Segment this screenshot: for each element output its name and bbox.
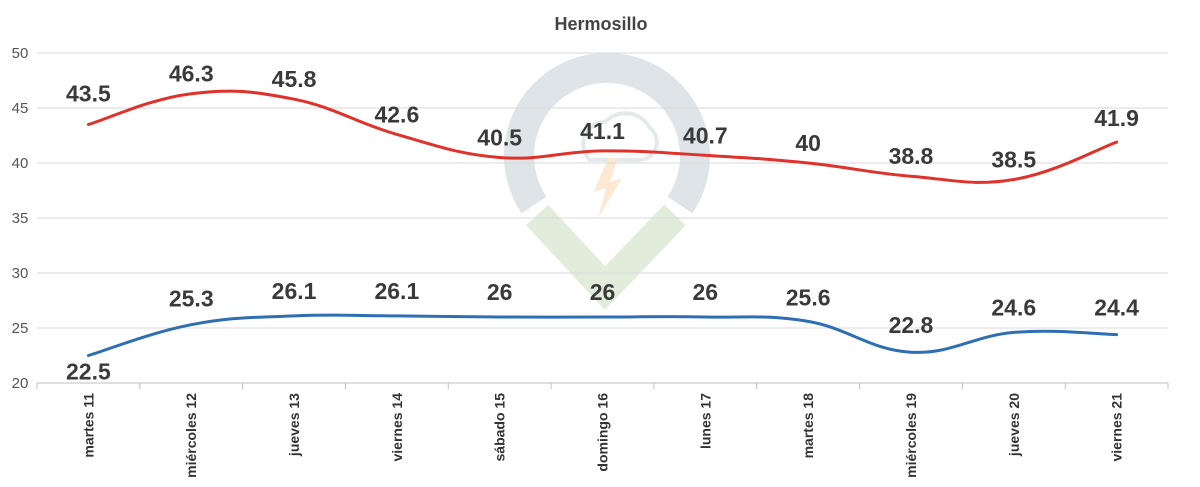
x-tick-label: sábado 15 xyxy=(492,393,508,462)
y-tick-label: 25 xyxy=(12,320,29,337)
data-label-max: 40.7 xyxy=(683,122,728,148)
data-label-min: 24.6 xyxy=(991,294,1036,320)
data-label-min: 25.3 xyxy=(169,286,214,312)
y-tick-label: 40 xyxy=(12,155,29,172)
data-labels: 43.5 46.3 45.8 42.6 40.5 41.1 40.7 40 38.8 38.5 41… xyxy=(66,61,1139,385)
x-tick-label: lunes 17 xyxy=(697,393,713,449)
series-lines xyxy=(86,89,1119,357)
data-label-min: 25.6 xyxy=(786,284,831,310)
data-label-max: 38.5 xyxy=(991,147,1036,173)
x-tick-label: miércoles 12 xyxy=(183,393,199,478)
x-tick-label: miércoles 19 xyxy=(903,393,919,478)
data-label-max: 38.8 xyxy=(889,143,934,169)
gridlines xyxy=(37,52,1168,329)
y-tick-label: 45 xyxy=(12,100,29,117)
data-label-min: 26 xyxy=(693,279,719,305)
x-tick-label: domingo 16 xyxy=(595,393,611,472)
x-tick-label: viernes 14 xyxy=(389,393,405,462)
data-label-max: 40 xyxy=(795,130,821,156)
data-label-max: 40.5 xyxy=(477,125,522,151)
y-tick-label: 50 xyxy=(12,45,29,62)
axes: 20 25 30 35 40 45 50 martes 11 miércoles 12 jueve… xyxy=(12,45,1169,478)
x-tick-label: martes 18 xyxy=(800,393,816,459)
y-tick-label: 35 xyxy=(12,210,29,227)
data-label-max: 41.9 xyxy=(1094,105,1139,131)
data-label-max: 45.8 xyxy=(272,66,317,92)
watermark-logo xyxy=(504,52,710,310)
data-label-min: 26 xyxy=(487,279,513,305)
data-label-min: 22.5 xyxy=(66,359,111,385)
data-label-min: 26.1 xyxy=(374,278,419,304)
x-tick-label: jueves 13 xyxy=(286,393,302,457)
data-label-max: 46.3 xyxy=(169,61,214,87)
data-label-min: 22.8 xyxy=(889,312,934,338)
chart-title: Hermosillo xyxy=(554,14,647,34)
data-label-min: 26 xyxy=(590,279,616,305)
data-label-max: 43.5 xyxy=(66,81,111,107)
series-line-max xyxy=(86,89,1119,184)
x-tick-label: martes 11 xyxy=(80,393,96,458)
x-tick-label: viernes 21 xyxy=(1109,393,1125,462)
series-line-min xyxy=(86,313,1119,357)
data-label-max: 41.1 xyxy=(580,118,625,144)
data-label-max: 42.6 xyxy=(374,101,419,127)
data-label-min: 24.4 xyxy=(1094,295,1139,321)
y-tick-label: 30 xyxy=(12,265,29,282)
x-tick-label: jueves 20 xyxy=(1006,393,1022,457)
y-tick-label: 20 xyxy=(12,375,29,392)
data-label-min: 26.1 xyxy=(272,278,317,304)
